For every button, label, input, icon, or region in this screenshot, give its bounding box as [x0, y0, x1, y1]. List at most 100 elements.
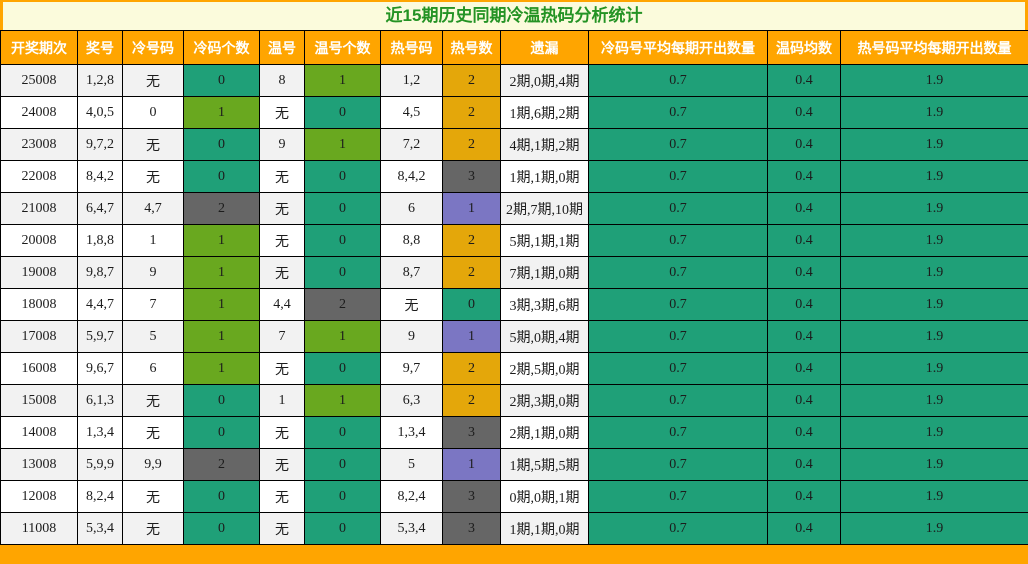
cell-period: 11008: [1, 513, 78, 545]
cell-hot-avg: 1.9: [841, 449, 1028, 481]
cell-cold-count: 1: [184, 353, 260, 385]
cell-prize: 5,9,9: [78, 449, 123, 481]
cell-period: 18008: [1, 289, 78, 321]
cell-miss: 2期,3期,0期: [501, 385, 589, 417]
cell-cold-count: 0: [184, 65, 260, 97]
cell-warm-nums: 无: [260, 225, 305, 257]
cell-warm-count: 1: [305, 321, 381, 353]
cell-hot-nums: 5: [381, 449, 443, 481]
cell-period: 23008: [1, 129, 78, 161]
cell-hot-count: 3: [443, 513, 501, 545]
cell-warm-nums: 1: [260, 385, 305, 417]
cell-miss: 7期,1期,0期: [501, 257, 589, 289]
cell-warm-count: 1: [305, 129, 381, 161]
cell-hot-nums: 9: [381, 321, 443, 353]
cell-period: 13008: [1, 449, 78, 481]
cell-warm-avg: 0.4: [768, 193, 841, 225]
cell-warm-avg: 0.4: [768, 161, 841, 193]
cell-hot-nums: 8,8: [381, 225, 443, 257]
column-header: 温号: [260, 31, 305, 65]
cell-hot-nums: 6,3: [381, 385, 443, 417]
cell-cold-nums: 无: [123, 161, 184, 193]
cell-cold-avg: 0.7: [589, 97, 768, 129]
cell-cold-nums: 0: [123, 97, 184, 129]
cell-warm-avg: 0.4: [768, 97, 841, 129]
cell-period: 20008: [1, 225, 78, 257]
cell-cold-nums: 无: [123, 385, 184, 417]
cell-warm-avg: 0.4: [768, 321, 841, 353]
cell-cold-count: 0: [184, 513, 260, 545]
cell-warm-nums: 7: [260, 321, 305, 353]
cell-hot-avg: 1.9: [841, 193, 1028, 225]
cell-warm-nums: 无: [260, 513, 305, 545]
cell-period: 19008: [1, 257, 78, 289]
cell-hot-count: 2: [443, 257, 501, 289]
cell-hot-avg: 1.9: [841, 161, 1028, 193]
cell-cold-avg: 0.7: [589, 385, 768, 417]
cell-warm-avg: 0.4: [768, 449, 841, 481]
cell-prize: 1,2,8: [78, 65, 123, 97]
cell-miss: 2期,0期,4期: [501, 65, 589, 97]
cell-hot-nums: 8,4,2: [381, 161, 443, 193]
cell-hot-count: 3: [443, 481, 501, 513]
page-title: 近15期历史同期冷温热码分析统计: [3, 2, 1025, 30]
cell-cold-avg: 0.7: [589, 481, 768, 513]
cell-warm-avg: 0.4: [768, 129, 841, 161]
cell-cold-avg: 0.7: [589, 161, 768, 193]
cell-period: 22008: [1, 161, 78, 193]
cell-hot-avg: 1.9: [841, 129, 1028, 161]
cell-warm-count: 0: [305, 513, 381, 545]
cell-hot-avg: 1.9: [841, 353, 1028, 385]
cell-warm-avg: 0.4: [768, 385, 841, 417]
cell-hot-nums: 7,2: [381, 129, 443, 161]
column-header: 热号数: [443, 31, 501, 65]
cell-cold-avg: 0.7: [589, 353, 768, 385]
cell-hot-nums: 8,7: [381, 257, 443, 289]
cell-cold-nums: 5: [123, 321, 184, 353]
cell-prize: 1,3,4: [78, 417, 123, 449]
cell-hot-nums: 1,2: [381, 65, 443, 97]
cell-cold-avg: 0.7: [589, 193, 768, 225]
cell-hot-count: 2: [443, 353, 501, 385]
cell-cold-avg: 0.7: [589, 321, 768, 353]
cell-warm-avg: 0.4: [768, 225, 841, 257]
column-header: 奖号: [78, 31, 123, 65]
cell-cold-avg: 0.7: [589, 129, 768, 161]
cell-cold-nums: 1: [123, 225, 184, 257]
cell-prize: 4,4,7: [78, 289, 123, 321]
cell-warm-avg: 0.4: [768, 417, 841, 449]
cell-cold-avg: 0.7: [589, 289, 768, 321]
cell-cold-count: 1: [184, 97, 260, 129]
cell-period: 16008: [1, 353, 78, 385]
cell-hot-count: 2: [443, 129, 501, 161]
cell-cold-count: 2: [184, 449, 260, 481]
cell-hot-count: 0: [443, 289, 501, 321]
cell-hot-nums: 5,3,4: [381, 513, 443, 545]
cell-warm-count: 0: [305, 97, 381, 129]
cell-prize: 6,4,7: [78, 193, 123, 225]
cell-warm-nums: 无: [260, 417, 305, 449]
cell-warm-nums: 无: [260, 161, 305, 193]
cell-cold-avg: 0.7: [589, 225, 768, 257]
cell-warm-nums: 9: [260, 129, 305, 161]
cell-cold-avg: 0.7: [589, 65, 768, 97]
cell-warm-avg: 0.4: [768, 289, 841, 321]
lottery-analysis-page: 近15期历史同期冷温热码分析统计 开奖期次奖号冷号码冷码个数温号温号个数热号码热…: [0, 2, 1028, 545]
cell-period: 24008: [1, 97, 78, 129]
cell-hot-avg: 1.9: [841, 289, 1028, 321]
cell-cold-count: 1: [184, 321, 260, 353]
column-header: 冷码个数: [184, 31, 260, 65]
cell-cold-count: 1: [184, 289, 260, 321]
